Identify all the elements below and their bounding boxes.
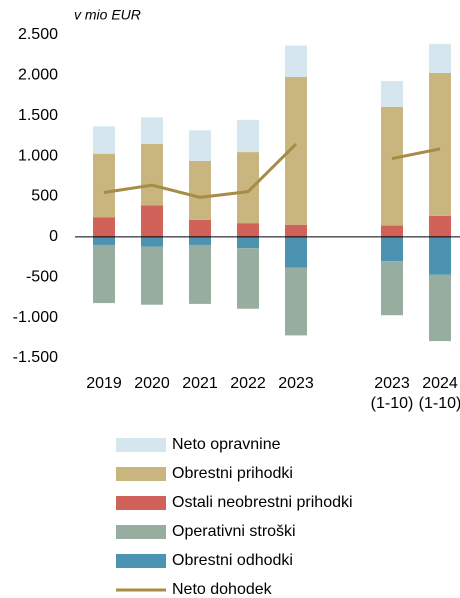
y-tick-label: 0 bbox=[49, 228, 58, 245]
bar-segment bbox=[93, 217, 115, 237]
bar-segment bbox=[429, 43, 451, 73]
bar-segment bbox=[237, 223, 259, 237]
bar-segment bbox=[141, 205, 163, 237]
bar-segment bbox=[237, 236, 259, 249]
unit-label: v mio EUR bbox=[74, 7, 141, 23]
y-tick-label: 2.500 bbox=[18, 26, 58, 43]
bar-segment bbox=[381, 81, 403, 107]
x-tick-label: 2022 bbox=[230, 375, 266, 392]
legend-swatch bbox=[116, 554, 166, 568]
bar-segment bbox=[237, 119, 259, 153]
bar-segment bbox=[93, 126, 115, 154]
bar-segment bbox=[429, 72, 451, 216]
x-tick-label: 2023 bbox=[278, 375, 314, 392]
bar-segment bbox=[285, 45, 307, 77]
legend-swatch bbox=[116, 496, 166, 510]
bar-segment bbox=[237, 248, 259, 309]
bar-segment bbox=[141, 236, 163, 247]
y-tick-label: -1.000 bbox=[13, 309, 58, 326]
y-tick-label: 1.500 bbox=[18, 107, 58, 124]
y-tick-label: 500 bbox=[31, 188, 58, 205]
bar-segment bbox=[93, 153, 115, 218]
bar-segment bbox=[189, 236, 211, 245]
x-tick-label: 2019 bbox=[86, 375, 122, 392]
bar-segment bbox=[285, 236, 307, 268]
bar-segment bbox=[381, 261, 403, 316]
legend-label: Operativni stroški bbox=[172, 523, 296, 540]
bar-segment bbox=[285, 224, 307, 237]
bar-segment bbox=[285, 76, 307, 225]
legend-swatch bbox=[116, 438, 166, 452]
bar-segment bbox=[381, 225, 403, 237]
bar-segment bbox=[93, 236, 115, 245]
bar-segment bbox=[141, 117, 163, 145]
legend-label: Neto dohodek bbox=[172, 581, 273, 598]
x-tick-label: 2020 bbox=[134, 375, 170, 392]
legend-label: Neto opravnine bbox=[172, 436, 281, 453]
x-tick-label: 2023 (1-10) bbox=[370, 375, 414, 412]
bar-segment bbox=[381, 236, 403, 262]
legend-swatch bbox=[116, 525, 166, 539]
bar-segment bbox=[429, 236, 451, 275]
bar-segment bbox=[189, 219, 211, 237]
y-tick-label: -500 bbox=[26, 268, 58, 285]
bar-segment bbox=[189, 244, 211, 304]
legend-swatch bbox=[116, 467, 166, 481]
bar-segment bbox=[141, 246, 163, 305]
bar-segment bbox=[429, 274, 451, 342]
x-tick-label: 2024 (1-10) bbox=[418, 375, 460, 412]
legend-label: Ostali neobrestni prihodki bbox=[172, 494, 353, 511]
bar-segment bbox=[285, 267, 307, 336]
bar-segment bbox=[429, 215, 451, 237]
bar-segment bbox=[189, 130, 211, 161]
y-tick-label: 1.000 bbox=[18, 147, 58, 164]
y-tick-label: 2.000 bbox=[18, 67, 58, 84]
bar-segment bbox=[141, 144, 163, 206]
bar-segment bbox=[93, 244, 115, 304]
line bbox=[103, 142, 441, 199]
bar-segment bbox=[189, 160, 211, 220]
legend-label: Obrestni prihodki bbox=[172, 465, 293, 482]
bar-segment bbox=[381, 106, 403, 226]
x-tick-label: 2021 bbox=[182, 375, 218, 392]
bar-segment bbox=[237, 152, 259, 224]
legend-label: Obrestni odhodki bbox=[172, 552, 293, 569]
y-tick-label: -1.500 bbox=[13, 349, 58, 366]
